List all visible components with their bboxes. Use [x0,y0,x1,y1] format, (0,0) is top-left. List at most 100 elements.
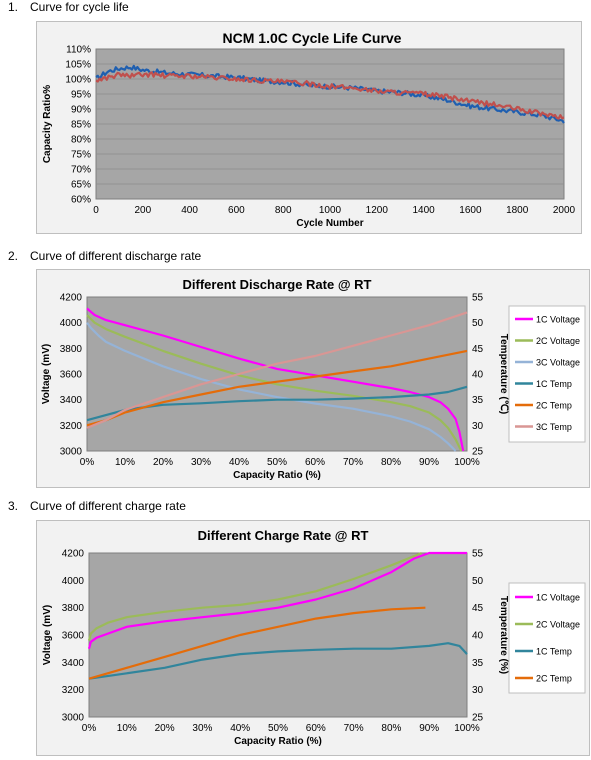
x-tick-label: 200 [134,205,151,216]
chart-title: Different Charge Rate @ RT [198,528,369,543]
legend-label: 1C Temp [536,379,572,389]
series-line-series-2 [95,71,565,120]
x-tick-label: 10% [117,723,137,734]
y-axis-label: Voltage (mV) [42,605,53,665]
y2-tick-label: 25 [472,447,484,458]
x-tick-label: 1600 [459,205,482,216]
y2-tick-label: 40 [472,631,484,642]
y-tick-label: 3600 [60,370,83,381]
x-axis-label: Cycle Number [296,218,363,229]
y2-axis-label: Temperature (℃) [498,334,509,415]
discharge-rate-chart: Different Discharge Rate @ RT 4200 4000 380… [36,269,590,488]
x-tick-label: 2000 [553,205,576,216]
y2-tick-label: 45 [472,603,484,614]
y-tick-label: 3000 [60,447,83,458]
x-tick-label: 100% [454,457,480,468]
series-line-2c-temp [88,606,426,680]
x-tick-label: 60% [306,723,326,734]
x-tick-label: 70% [344,723,364,734]
y-tick-label: 3800 [62,603,85,614]
x-tick-label: 40% [230,723,250,734]
series-line-1c-voltage [87,551,467,649]
y-tick-label: 80% [71,135,91,146]
y2-tick-label: 50 [472,318,484,329]
plot-area [86,296,468,452]
plot-area [88,552,468,718]
y-tick-label: 105% [65,60,91,71]
x-tick-label: 80% [381,723,401,734]
y-tick-label: 3800 [60,344,83,355]
x-tick-label: 50% [268,723,288,734]
y-tick-label: 4000 [60,318,83,329]
y-tick-label: 90% [71,105,91,116]
legend-label: 3C Temp [536,422,572,432]
series-line-3c-voltage [86,322,457,452]
y-tick-label: 65% [71,180,91,191]
charge-rate-chart-svg: Different Charge Rate @ RT 4200 4000 3800 36… [42,528,586,747]
x-axis-label: Capacity Ratio (%) [234,736,322,747]
y-tick-label: 4200 [62,549,85,560]
section-title: Curve of different charge rate [30,499,186,513]
y2-tick-label: 25 [472,713,484,724]
y2-tick-label: 55 [472,549,484,560]
x-tick-label: 10% [115,457,135,468]
y-tick-label: 95% [71,90,91,101]
x-tick-label: 400 [181,205,198,216]
legend-label: 2C Voltage [536,336,580,346]
x-tick-label: 50% [267,457,287,468]
x-tick-label: 20% [153,457,173,468]
section-heading-2: 2. Curve of different discharge rate [8,249,201,263]
x-tick-label: 40% [229,457,249,468]
cycle-life-chart: NCM 1.0C Cycle Life Curve 110% 105% 100% 95%… [36,21,582,234]
x-axis-label: Capacity Ratio (%) [233,470,321,481]
x-tick-label: 1200 [366,205,389,216]
section-number: 3. [8,499,19,513]
x-tick-label: 30% [192,723,212,734]
y2-tick-label: 35 [472,658,484,669]
chart-title: NCM 1.0C Cycle Life Curve [223,30,402,46]
legend-box [508,582,586,694]
series-line-2c-voltage [87,551,423,641]
y-tick-label: 85% [71,120,91,131]
y-tick-label: 60% [71,195,91,206]
x-tick-label: 90% [419,723,439,734]
section-number: 1. [8,0,19,14]
y-tick-label: 3400 [60,395,83,406]
section-heading-1: 1. Curve for cycle life [8,0,129,14]
y2-tick-label: 30 [472,421,484,432]
series-line-2c-voltage [86,314,463,452]
x-tick-label: 80% [381,457,401,468]
y-tick-label: 3600 [62,631,85,642]
y2-axis-label: Temperature (%) [498,596,509,674]
x-tick-label: 1800 [506,205,529,216]
legend-label: 2C Voltage [536,620,580,630]
section-heading-3: 3. Curve of different charge rate [8,499,186,513]
legend-label: 2C Temp [536,674,572,684]
y-tick-label: 75% [71,150,91,161]
y-tick-label: 100% [65,75,91,86]
y2-tick-label: 50 [472,576,484,587]
y-tick-label: 3200 [62,685,85,696]
cycle-life-chart-svg: NCM 1.0C Cycle Life Curve 110% 105% 100% 95%… [42,30,576,229]
y-tick-label: 70% [71,165,91,176]
series-line-1c-temp [88,642,468,680]
legend-label: 1C Voltage [536,593,580,603]
y2-tick-label: 30 [472,685,484,696]
y2-tick-label: 40 [472,370,484,381]
legend-label: 2C Temp [536,401,572,411]
x-tick-label: 1400 [412,205,435,216]
y-tick-label: 4000 [62,576,85,587]
section-title: Curve of different discharge rate [30,249,202,263]
series-line-2c-temp [86,349,468,427]
y2-tick-label: 45 [472,344,484,355]
legend-label: 3C Voltage [536,358,580,368]
y-tick-label: 110% [66,45,91,56]
x-tick-label: 600 [228,205,245,216]
series-line-3c-temp [86,311,468,429]
x-tick-label: 20% [155,723,175,734]
x-tick-label: 0% [82,723,97,734]
y2-tick-label: 35 [472,395,484,406]
section-number: 2. [8,249,19,263]
chart-title: Different Discharge Rate @ RT [183,277,372,292]
discharge-rate-chart-svg: Different Discharge Rate @ RT 4200 4000 380… [41,277,586,481]
